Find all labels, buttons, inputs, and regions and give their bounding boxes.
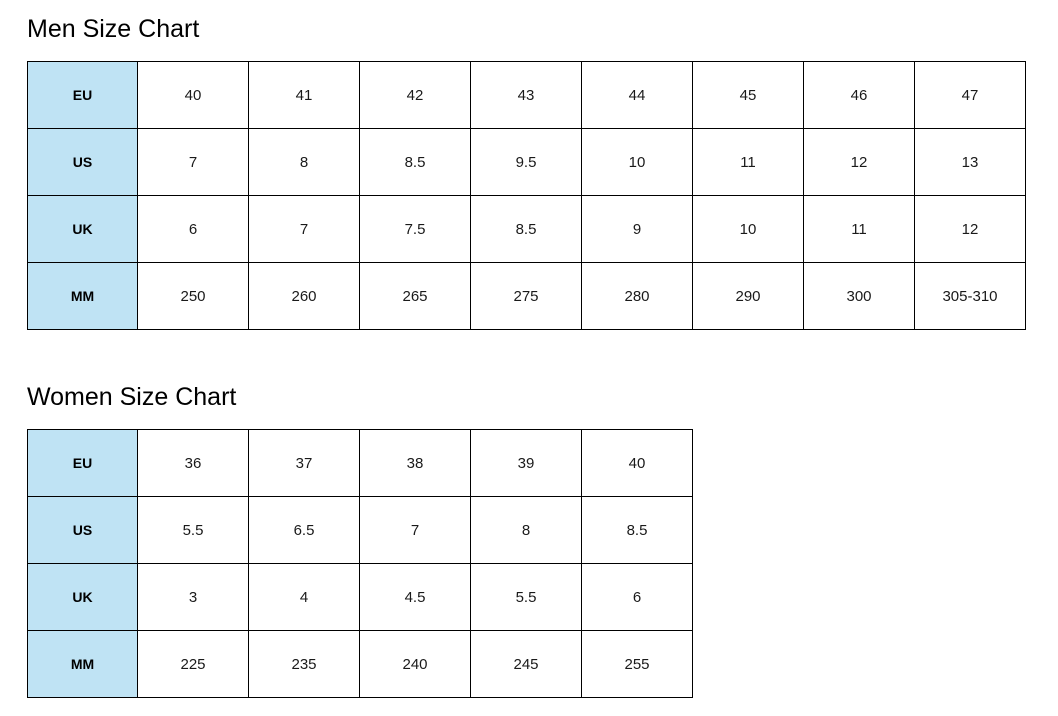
cell-uk-0: 3 [137,563,249,631]
table-row: UK 6 7 7.5 8.5 9 10 11 12 [27,195,1026,263]
cell-uk-3: 5.5 [470,563,582,631]
row-label-mm: MM [27,262,138,330]
men-size-chart-title: Men Size Chart [27,15,200,43]
cell-mm-3: 245 [470,630,582,698]
cell-mm-7: 305-310 [914,262,1026,330]
cell-eu-1: 41 [248,61,360,129]
row-label-eu: EU [27,61,138,129]
cell-us-1: 6.5 [248,496,360,564]
cell-us-0: 5.5 [137,496,249,564]
cell-eu-4: 40 [581,429,693,497]
cell-uk-2: 4.5 [359,563,471,631]
cell-us-0: 7 [137,128,249,196]
table-row: UK 3 4 4.5 5.5 6 [27,563,693,631]
cell-us-5: 11 [692,128,804,196]
row-label-eu: EU [27,429,138,497]
cell-us-2: 7 [359,496,471,564]
cell-eu-1: 37 [248,429,360,497]
cell-mm-1: 235 [248,630,360,698]
cell-mm-4: 255 [581,630,693,698]
row-label-us: US [27,496,138,564]
cell-uk-5: 10 [692,195,804,263]
cell-mm-2: 240 [359,630,471,698]
women-size-chart-table: EU 36 37 38 39 40 US 5.5 6.5 7 8 8.5 UK … [27,429,693,698]
cell-uk-2: 7.5 [359,195,471,263]
cell-eu-2: 38 [359,429,471,497]
cell-mm-5: 290 [692,262,804,330]
row-label-mm: MM [27,630,138,698]
cell-mm-4: 280 [581,262,693,330]
cell-eu-3: 43 [470,61,582,129]
table-row: US 5.5 6.5 7 8 8.5 [27,496,693,564]
cell-eu-0: 36 [137,429,249,497]
cell-uk-1: 7 [248,195,360,263]
row-label-uk: UK [27,195,138,263]
cell-uk-0: 6 [137,195,249,263]
cell-mm-2: 265 [359,262,471,330]
cell-eu-2: 42 [359,61,471,129]
men-size-chart-table: EU 40 41 42 43 44 45 46 47 US 7 8 8.5 9.… [27,61,1026,330]
cell-uk-3: 8.5 [470,195,582,263]
table-row: MM 250 260 265 275 280 290 300 305-310 [27,262,1026,330]
cell-us-2: 8.5 [359,128,471,196]
cell-us-6: 12 [803,128,915,196]
women-table-body: EU 36 37 38 39 40 US 5.5 6.5 7 8 8.5 UK … [27,429,693,698]
table-row: EU 40 41 42 43 44 45 46 47 [27,61,1026,129]
cell-eu-7: 47 [914,61,1026,129]
cell-mm-0: 225 [137,630,249,698]
cell-uk-1: 4 [248,563,360,631]
table-row: MM 225 235 240 245 255 [27,630,693,698]
women-size-chart-title: Women Size Chart [27,383,237,411]
cell-mm-1: 260 [248,262,360,330]
cell-us-3: 9.5 [470,128,582,196]
men-table-body: EU 40 41 42 43 44 45 46 47 US 7 8 8.5 9.… [27,61,1026,330]
cell-uk-6: 11 [803,195,915,263]
cell-us-4: 8.5 [581,496,693,564]
cell-mm-3: 275 [470,262,582,330]
cell-uk-4: 6 [581,563,693,631]
table-row: US 7 8 8.5 9.5 10 11 12 13 [27,128,1026,196]
cell-eu-3: 39 [470,429,582,497]
cell-uk-7: 12 [914,195,1026,263]
cell-us-7: 13 [914,128,1026,196]
cell-us-4: 10 [581,128,693,196]
cell-mm-6: 300 [803,262,915,330]
row-label-uk: UK [27,563,138,631]
cell-eu-4: 44 [581,61,693,129]
cell-eu-5: 45 [692,61,804,129]
cell-us-1: 8 [248,128,360,196]
cell-eu-0: 40 [137,61,249,129]
row-label-us: US [27,128,138,196]
table-row: EU 36 37 38 39 40 [27,429,693,497]
cell-uk-4: 9 [581,195,693,263]
cell-eu-6: 46 [803,61,915,129]
cell-mm-0: 250 [137,262,249,330]
cell-us-3: 8 [470,496,582,564]
